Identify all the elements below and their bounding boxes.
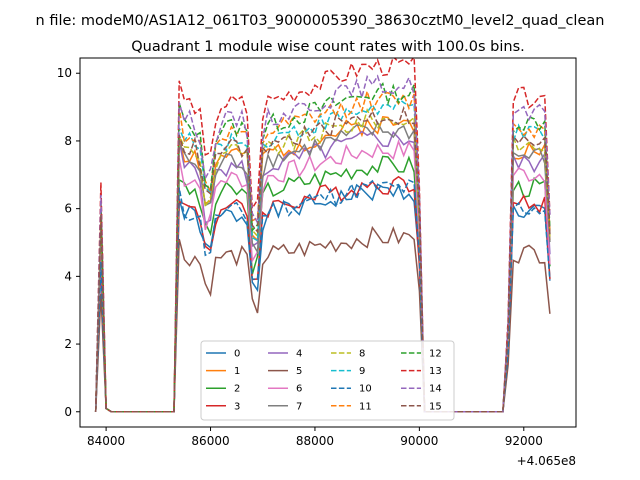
legend-label: 14 bbox=[429, 384, 442, 395]
legend-entry-10: 10 bbox=[331, 384, 372, 395]
legend-label: 4 bbox=[296, 349, 302, 360]
legend-entry-3: 3 bbox=[206, 401, 240, 412]
legend-entry-4: 4 bbox=[268, 349, 302, 360]
x-tick-label: 88000 bbox=[296, 434, 334, 448]
legend-label: 0 bbox=[234, 349, 240, 360]
legend-entry-15: 15 bbox=[401, 401, 442, 412]
legend-entry-2: 2 bbox=[206, 384, 240, 395]
legend-label: 10 bbox=[359, 384, 372, 395]
y-tick-label: 4 bbox=[64, 269, 72, 283]
x-axis: 84000 86000 88000 90000 92000 bbox=[87, 427, 543, 448]
legend-label: 13 bbox=[429, 366, 442, 377]
axes-frame bbox=[79, 57, 577, 428]
series-line-13 bbox=[94, 58, 551, 413]
x-tick-label: 92000 bbox=[505, 434, 543, 448]
legend-entry-12: 12 bbox=[401, 349, 442, 360]
y-tick-label: 10 bbox=[57, 66, 72, 80]
legend-label: 6 bbox=[296, 384, 302, 395]
y-tick-label: 0 bbox=[64, 405, 72, 419]
legend-entry-9: 9 bbox=[331, 366, 365, 377]
series-line-15 bbox=[94, 105, 551, 413]
legend-entry-13: 13 bbox=[401, 366, 442, 377]
legend-entry-5: 5 bbox=[268, 366, 302, 377]
legend-label: 15 bbox=[429, 401, 442, 412]
x-axis-offset-label: +4.065e8 bbox=[517, 454, 576, 468]
legend-label: 2 bbox=[234, 384, 240, 395]
x-tick-label: 84000 bbox=[87, 434, 125, 448]
legend-entry-11: 11 bbox=[331, 401, 372, 412]
chart-title: Quadrant 1 module wise count rates with … bbox=[131, 39, 525, 55]
legend-label: 3 bbox=[234, 401, 240, 412]
legend-entry-6: 6 bbox=[268, 384, 302, 395]
series-layer bbox=[94, 58, 551, 413]
legend-entry-14: 14 bbox=[401, 384, 442, 395]
legend-frame bbox=[200, 340, 455, 421]
legend-label: 8 bbox=[359, 349, 365, 360]
legend-entry-1: 1 bbox=[206, 366, 240, 377]
legend-label: 1 bbox=[234, 366, 240, 377]
figure-suptitle: n file: modeM0/AS1A12_061T03_9000005390_… bbox=[36, 13, 605, 29]
legend-entry-0: 0 bbox=[206, 349, 240, 360]
legend-entry-8: 8 bbox=[331, 349, 365, 360]
legend-label: 12 bbox=[429, 349, 442, 360]
legend-entry-7: 7 bbox=[268, 401, 302, 412]
x-tick-label: 86000 bbox=[191, 434, 229, 448]
y-tick-label: 6 bbox=[64, 202, 72, 216]
y-axis: 0 2 4 6 8 10 bbox=[57, 66, 80, 419]
x-tick-label: 90000 bbox=[400, 434, 438, 448]
legend-label: 11 bbox=[359, 401, 372, 412]
legend-label: 9 bbox=[359, 366, 365, 377]
legend-label: 5 bbox=[296, 366, 302, 377]
y-tick-label: 2 bbox=[64, 337, 72, 351]
y-tick-label: 8 bbox=[64, 134, 72, 148]
legend-label: 7 bbox=[296, 401, 302, 412]
